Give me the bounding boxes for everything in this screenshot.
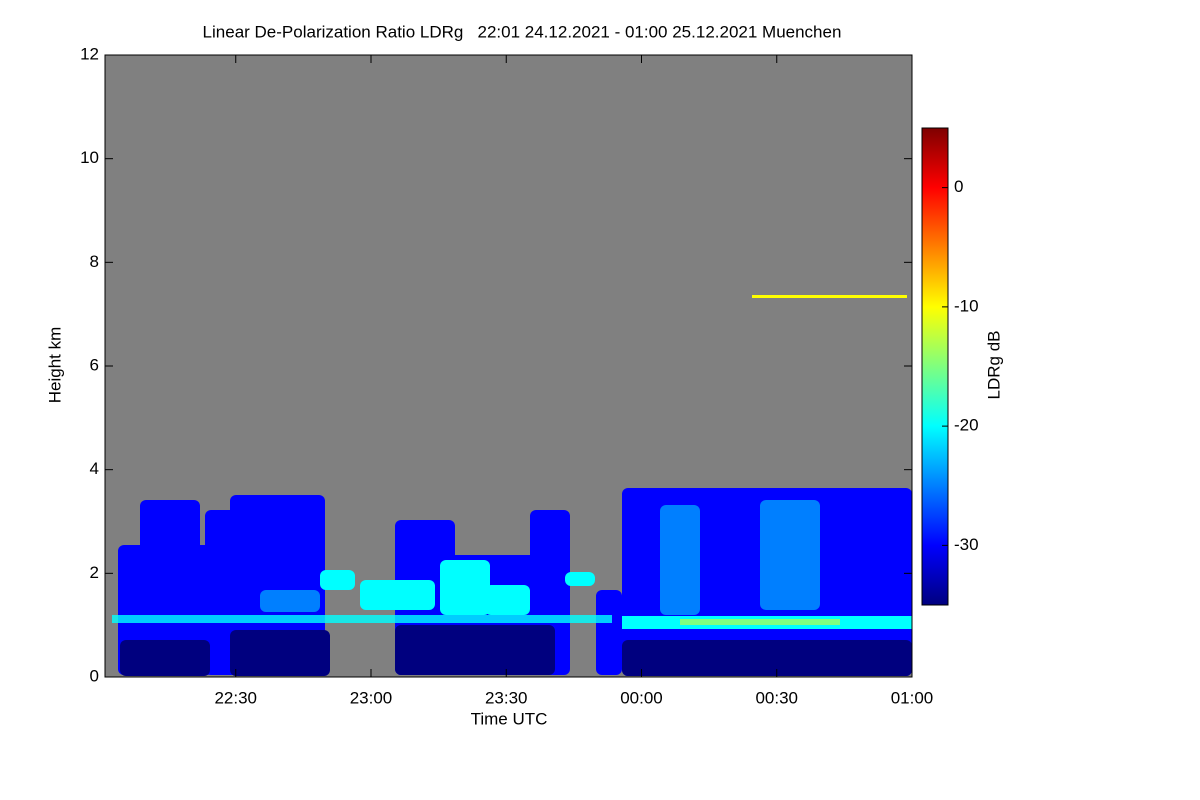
- echo: [140, 500, 200, 675]
- echo: [260, 590, 320, 612]
- echo: [760, 500, 820, 610]
- echo: [360, 580, 435, 610]
- colorbar-tick-label: -20: [954, 416, 979, 435]
- echo: [440, 560, 490, 615]
- y-tick-label: 12: [80, 44, 99, 63]
- x-axis-label: Time UTC: [471, 709, 548, 728]
- y-tick-label: 6: [90, 355, 99, 374]
- y-axis-label: Height km: [45, 327, 64, 404]
- x-tick-label: 22:30: [214, 688, 257, 707]
- echo: [120, 640, 210, 676]
- x-tick-label: 00:00: [620, 688, 663, 707]
- x-tick-label: 23:00: [350, 688, 393, 707]
- echo: [565, 572, 595, 586]
- echo: [622, 640, 912, 676]
- y-tick-label: 8: [90, 252, 99, 271]
- echo: [485, 585, 530, 615]
- chart-title: Linear De-Polarization Ratio LDRg 22:01 …: [203, 22, 842, 41]
- heatmap-field: [105, 55, 912, 677]
- x-tick-label: 23:30: [485, 688, 528, 707]
- x-tick-label: 00:30: [755, 688, 798, 707]
- colorbar-tick-label: -30: [954, 535, 979, 554]
- echo: [395, 625, 555, 675]
- echo: [660, 505, 700, 615]
- x-tick-label: 01:00: [891, 688, 934, 707]
- echo: [320, 570, 355, 590]
- echo-thin: [752, 295, 907, 298]
- colorbar-tick-label: 0: [954, 177, 963, 196]
- echo-band: [680, 619, 840, 625]
- y-tick-label: 10: [80, 148, 99, 167]
- colorbar: [921, 127, 949, 606]
- echo: [596, 590, 622, 675]
- y-tick-label: 0: [90, 666, 99, 685]
- echo-band: [112, 615, 612, 623]
- echo: [230, 630, 330, 676]
- colorbar-tick-label: -10: [954, 296, 979, 315]
- y-tick-label: 2: [90, 563, 99, 582]
- colorbar-label: LDRg dB: [984, 331, 1003, 400]
- y-tick-label: 4: [90, 459, 99, 478]
